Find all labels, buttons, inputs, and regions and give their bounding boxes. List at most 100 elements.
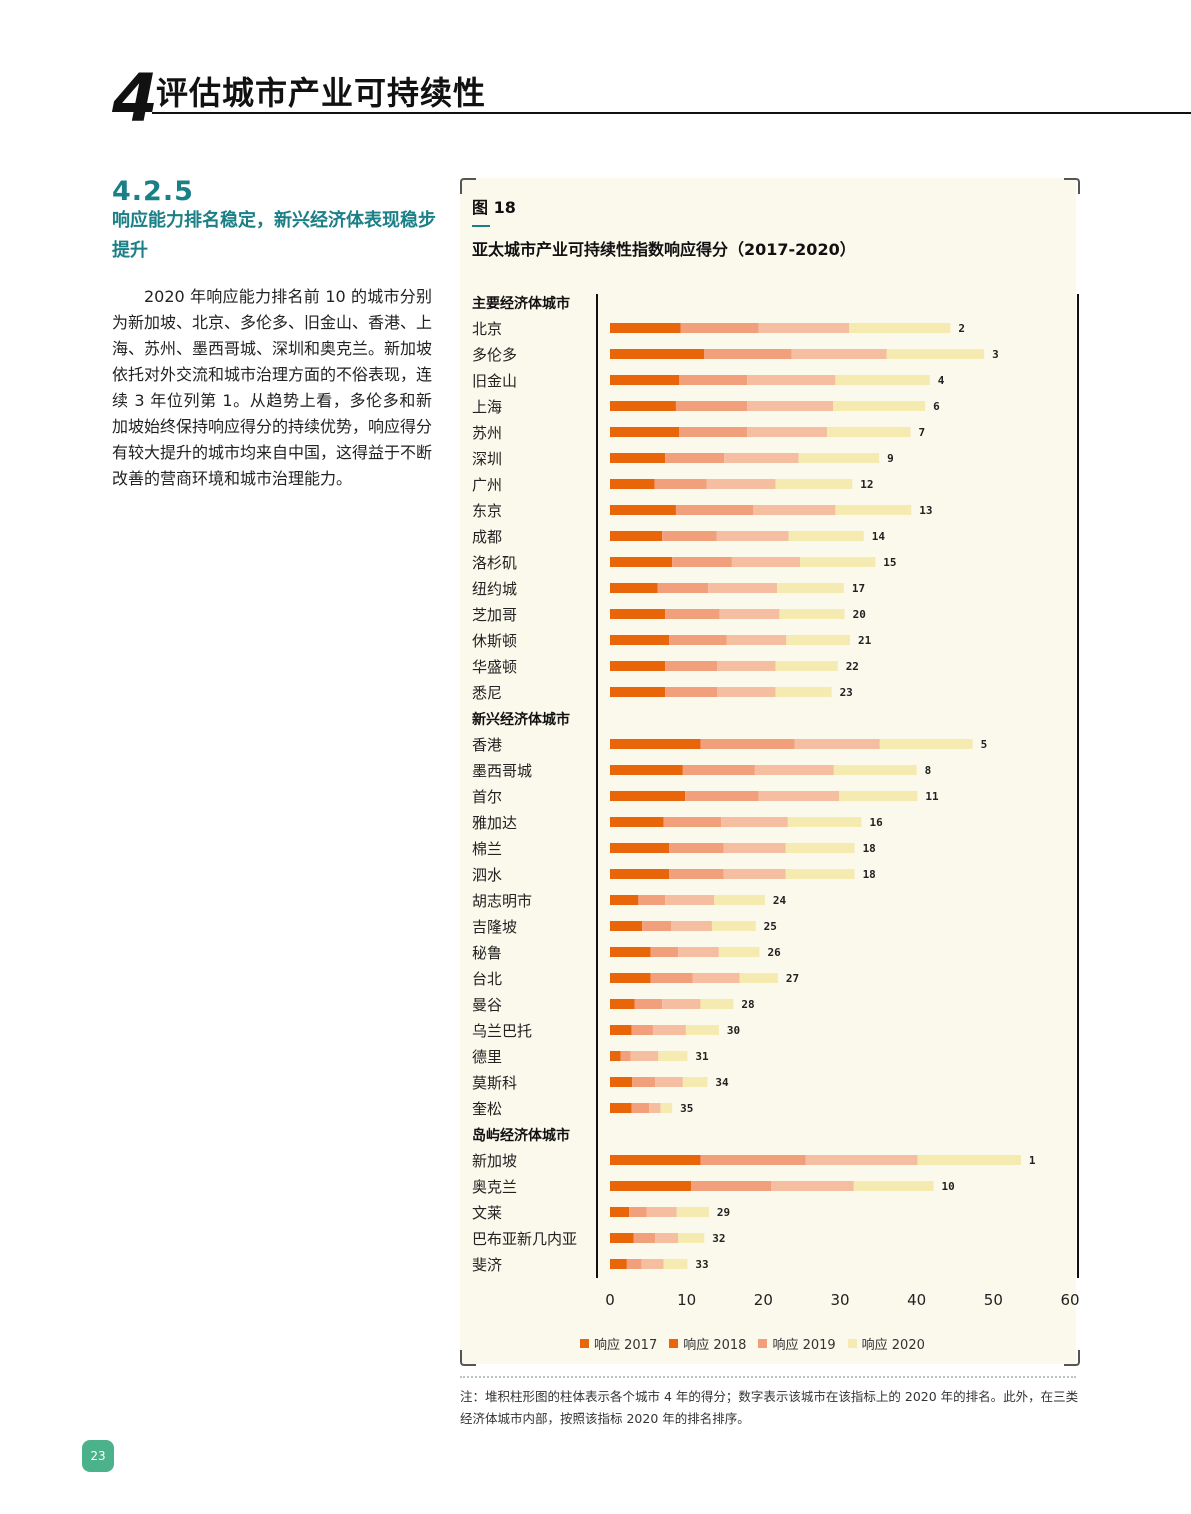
bar-segment [610, 531, 663, 541]
dotted-divider [460, 1376, 1076, 1378]
figure-number: 图 18 [472, 198, 516, 217]
figure-title: 亚太城市产业可持续性指数响应得分（2017-2020） [472, 240, 856, 259]
bar-segment [652, 1025, 686, 1035]
rank-label: 23 [840, 686, 853, 699]
bar-segment [785, 869, 855, 879]
legend-swatch-2018 [669, 1339, 679, 1348]
bar-segment [655, 1233, 679, 1243]
legend-swatch-2017 [580, 1339, 589, 1348]
city-label: 莫斯科 [472, 1074, 517, 1092]
chapter-title: 评估城市产业可持续性 [156, 74, 487, 112]
bar-segment [610, 557, 673, 567]
bar-segment [610, 687, 666, 697]
bar-segment [655, 1077, 683, 1087]
bar-segment [665, 687, 718, 697]
bar-segment [739, 973, 778, 983]
bar-segment [610, 843, 670, 853]
legend-label-2019: 响应 2019 [772, 1338, 836, 1353]
rank-label: 26 [768, 946, 782, 959]
bar-segment [716, 531, 789, 541]
bar-segment [879, 739, 973, 749]
city-label: 德里 [472, 1048, 502, 1066]
bar-segment [704, 349, 792, 359]
rank-label: 18 [863, 868, 876, 881]
bar-segment [700, 739, 795, 749]
bar-segment [718, 947, 760, 957]
bar-segment [685, 791, 759, 801]
group-label: 主要经济体城市 [472, 295, 570, 312]
bar-segment [629, 1207, 647, 1217]
bar-segment [658, 1051, 688, 1061]
bar-segment [610, 1259, 627, 1269]
panel-corner-tl [460, 178, 476, 194]
city-label: 巴布亚新几内亚 [472, 1230, 577, 1248]
rank-label: 31 [695, 1050, 709, 1063]
section-number: 4.2.5 [112, 176, 194, 207]
chart-note: 注：堆积柱形图的柱体表示各个城市 4 年的得分；数字表示该城市在该指标上的 20… [460, 1389, 1079, 1426]
bar-segment [788, 531, 864, 541]
rank-label: 16 [869, 816, 883, 829]
bar-segment [610, 401, 676, 411]
city-label: 吉隆坡 [472, 918, 517, 936]
bar-segment [779, 609, 845, 619]
bar-segment [610, 349, 705, 359]
bar-segment [758, 791, 840, 801]
bar-segment [630, 1051, 659, 1061]
bar-segment [610, 1181, 692, 1191]
bar-segment [717, 661, 776, 671]
bar-segment [662, 999, 701, 1009]
bar-segment [610, 765, 683, 775]
bar-segment [833, 401, 926, 411]
city-label: 泗水 [472, 866, 502, 884]
bar-segment [721, 817, 788, 827]
bar-segment [665, 609, 720, 619]
city-label: 多伦多 [472, 346, 517, 364]
bar-segment [663, 1259, 688, 1269]
bar-segment [708, 583, 778, 593]
bar-segment [794, 739, 880, 749]
bar-segment [675, 401, 748, 411]
rank-label: 7 [919, 426, 926, 439]
section-body: 2020 年响应能力排名前 10 的城市分别为新加坡、北京、多伦多、旧金山、香港… [112, 287, 433, 488]
rank-label: 3 [992, 348, 999, 361]
city-label: 纽约城 [472, 580, 517, 598]
bar-segment [691, 1181, 771, 1191]
x-tick-label: 0 [605, 1291, 615, 1309]
city-label: 乌兰巴托 [472, 1022, 532, 1040]
bar-segment [610, 999, 635, 1009]
bar-segment [663, 817, 722, 827]
bar-segment [610, 427, 679, 437]
rank-label: 11 [925, 790, 939, 803]
bar-segment [654, 479, 707, 489]
rank-label: 25 [764, 920, 777, 933]
bar-segment [675, 505, 754, 515]
bar-segment [610, 323, 681, 333]
rank-label: 29 [717, 1206, 730, 1219]
bar-segment [672, 557, 732, 567]
bar-segment [610, 479, 655, 489]
bar-segment [775, 479, 853, 489]
city-label: 广州 [472, 476, 502, 494]
city-label: 首尔 [472, 788, 502, 806]
rank-label: 6 [933, 400, 940, 413]
bar-segment [665, 895, 715, 905]
page-number: 23 [82, 1440, 114, 1472]
bar-segment [791, 349, 887, 359]
section-title: 响应能力排名稳定，新兴经济体表现稳步提升 [112, 210, 436, 261]
bar-segment [731, 557, 801, 567]
city-label: 芝加哥 [472, 606, 517, 624]
group-label: 岛屿经济体城市 [472, 1127, 570, 1144]
city-label: 悉尼 [472, 684, 502, 702]
rank-label: 9 [887, 452, 894, 465]
rank-label: 8 [925, 764, 932, 777]
bar-segment [700, 999, 734, 1009]
bar-segment [692, 973, 740, 983]
bar-segment [610, 661, 666, 671]
bar-segment [678, 947, 719, 957]
city-label: 苏州 [472, 424, 502, 442]
bar-segment [786, 635, 850, 645]
rank-label: 5 [981, 738, 988, 751]
bar-segment [665, 661, 718, 671]
city-label: 旧金山 [472, 372, 517, 390]
rank-label: 22 [846, 660, 859, 673]
